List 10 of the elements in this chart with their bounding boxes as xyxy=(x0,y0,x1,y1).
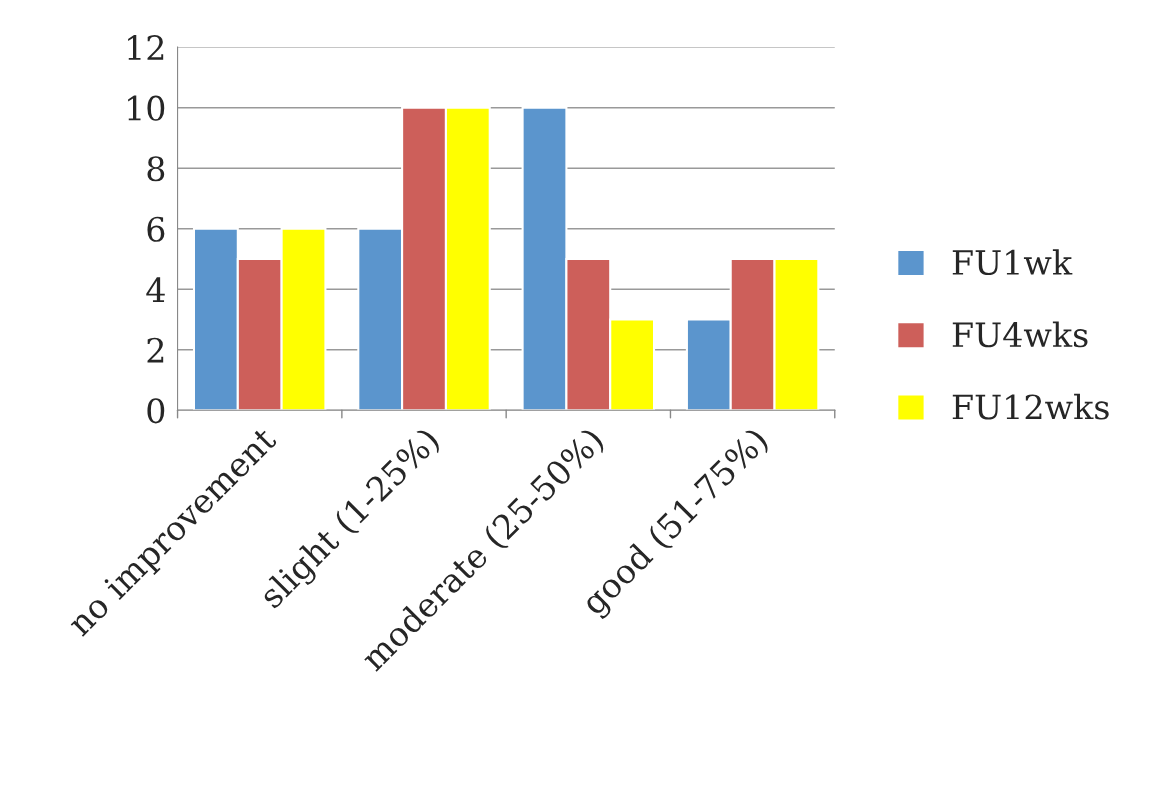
y-tick-label: 2 xyxy=(147,337,164,363)
y-tick-label: 8 xyxy=(147,156,165,182)
y-tick-label: 0 xyxy=(147,398,165,424)
y-tick-label: 4 xyxy=(146,277,165,302)
y-tick-label: 10 xyxy=(128,95,165,121)
legend-label: FU1wk xyxy=(952,249,1073,276)
y-tick-label: 12 xyxy=(128,35,164,60)
legend-label: FU4wks xyxy=(952,321,1088,348)
legend-label: FU12wks xyxy=(952,393,1109,420)
y-tick-label: 6 xyxy=(147,216,165,242)
